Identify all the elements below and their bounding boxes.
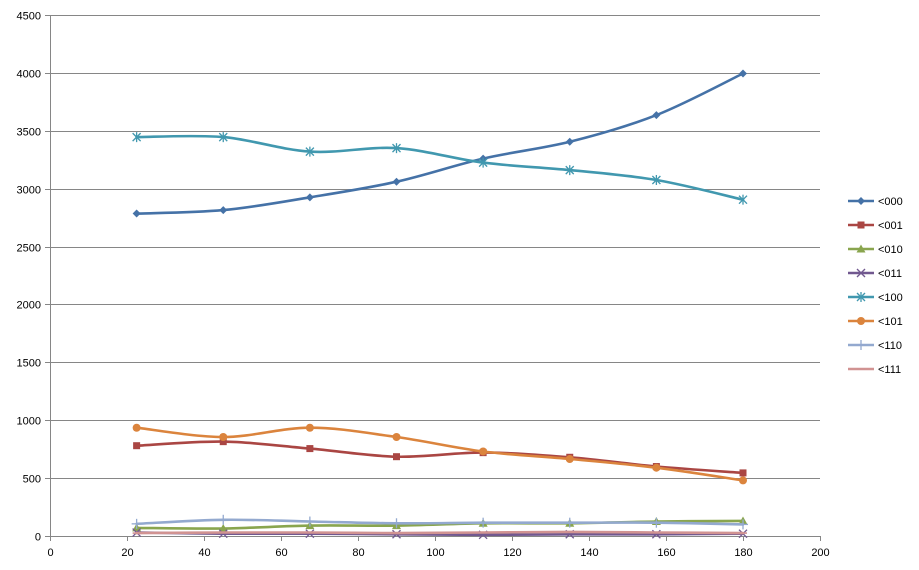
legend-item: <111 xyxy=(848,364,901,376)
y-tick-label: 4500 xyxy=(17,11,41,23)
series-101 xyxy=(132,423,747,485)
legend-item: <010 xyxy=(848,244,903,256)
data-point xyxy=(219,206,228,215)
y-tick-label: 2500 xyxy=(17,243,41,255)
data-point xyxy=(132,132,142,143)
x-tick-label: 200 xyxy=(811,547,829,559)
legend-label: <111 xyxy=(878,364,901,376)
y-tick-label: 0 xyxy=(35,532,41,544)
legend-label: <011 xyxy=(878,268,902,280)
data-point xyxy=(478,517,489,528)
series-line xyxy=(135,530,745,535)
data-point xyxy=(218,132,228,143)
y-tick-label: 2000 xyxy=(17,300,41,312)
legend-item: <101 xyxy=(848,316,903,328)
x-tick-label: 180 xyxy=(734,547,752,559)
data-point xyxy=(738,194,748,205)
data-point xyxy=(218,514,229,525)
data-point xyxy=(132,209,141,218)
legend-label: <101 xyxy=(878,316,903,328)
legend-item: <100 xyxy=(848,292,903,304)
series-111 xyxy=(132,530,747,535)
x-tick-label: 120 xyxy=(503,547,521,559)
data-point xyxy=(305,193,314,202)
data-point xyxy=(392,143,401,154)
data-point xyxy=(565,455,574,464)
legend-marker xyxy=(857,221,865,229)
data-point xyxy=(131,518,142,529)
data-point xyxy=(652,111,661,120)
data-point xyxy=(218,523,228,532)
legend-marker xyxy=(856,340,866,350)
series-lines xyxy=(131,69,748,540)
legend-item: <000 xyxy=(848,196,903,208)
data-point xyxy=(478,157,488,168)
legend: <000 <001 <010 <011 <100 <101 <110 <111 xyxy=(848,196,903,376)
tick-labels: 0 500 1000 1500 2000 2500 3000 3500 4000 4500 0 20 4… xyxy=(17,11,830,560)
data-point xyxy=(219,433,228,442)
x-tick-label: 80 xyxy=(352,547,364,559)
data-point xyxy=(739,469,747,477)
x-tick-label: 160 xyxy=(657,547,675,559)
gridlines xyxy=(50,15,820,479)
data-point xyxy=(132,423,141,432)
y-tick-label: 4000 xyxy=(17,69,41,81)
data-point xyxy=(479,447,488,456)
data-point xyxy=(305,146,315,157)
data-point xyxy=(392,177,401,186)
x-tick-label: 60 xyxy=(275,547,287,559)
y-tick-label: 1500 xyxy=(17,358,41,370)
data-point xyxy=(306,445,314,453)
series-line xyxy=(135,426,745,482)
legend-item: <011 xyxy=(848,268,902,280)
legend-label: <000 xyxy=(878,196,903,208)
data-point xyxy=(392,433,401,442)
y-tick-label: 1000 xyxy=(17,416,41,428)
legend-marker xyxy=(857,197,865,205)
data-point xyxy=(391,518,402,529)
x-tick-label: 20 xyxy=(121,547,133,559)
data-point xyxy=(652,463,661,472)
y-tick-label: 3500 xyxy=(17,127,41,139)
data-point xyxy=(738,519,748,530)
y-tick-label: 500 xyxy=(23,474,41,486)
legend-label: <100 xyxy=(878,292,903,304)
legend-label: <110 xyxy=(878,340,902,352)
x-tick-label: 100 xyxy=(426,547,444,559)
data-point xyxy=(393,453,400,461)
data-point xyxy=(564,517,575,528)
series-110 xyxy=(131,514,748,530)
legend-item: <001 xyxy=(848,220,903,232)
data-point xyxy=(133,442,141,450)
legend-label: <010 xyxy=(878,244,903,256)
data-point xyxy=(739,476,747,485)
series-100 xyxy=(132,132,748,205)
series-line xyxy=(135,518,745,526)
legend-marker xyxy=(856,244,866,253)
legend-marker xyxy=(856,268,866,278)
y-tick-label: 3000 xyxy=(17,185,41,197)
data-point xyxy=(651,517,662,528)
legend-item: <110 xyxy=(848,340,902,352)
data-point xyxy=(219,438,227,446)
axes xyxy=(45,15,821,541)
data-point xyxy=(739,69,747,78)
data-point xyxy=(305,423,314,432)
x-tick-label: 40 xyxy=(198,547,210,559)
series-line xyxy=(135,134,745,201)
series-000 xyxy=(132,69,747,218)
data-point xyxy=(565,137,574,146)
x-tick-label: 0 xyxy=(47,547,53,559)
x-tick-label: 140 xyxy=(580,547,598,559)
series-line xyxy=(135,72,745,215)
legend-marker xyxy=(857,317,865,325)
data-point xyxy=(651,174,661,185)
legend-label: <001 xyxy=(878,220,903,232)
legend-marker xyxy=(856,292,866,302)
data-point xyxy=(565,165,575,176)
data-point xyxy=(304,516,315,527)
